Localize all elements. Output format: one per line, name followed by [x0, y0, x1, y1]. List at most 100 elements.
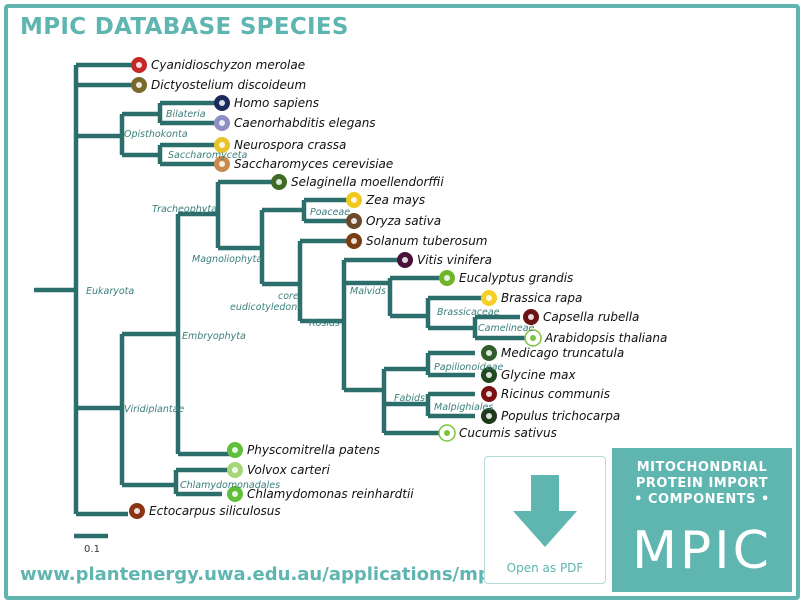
clade-label-brassicaceae: Brassicaceae [437, 307, 500, 318]
brown-alga-icon [129, 503, 145, 519]
mpic-logo-text: MPIC [632, 521, 772, 581]
clade-label-tracheophyta: Tracheophyta [152, 204, 217, 215]
species-volvox-carteri[interactable]: Volvox carteri [227, 462, 330, 478]
species-name: Selaginella moellendorffii [291, 175, 444, 189]
fungus-icon [214, 137, 230, 153]
medicago-icon [481, 345, 497, 361]
species-dictyostelium-discoideum[interactable]: Dictyostelium discoideum [131, 77, 306, 93]
species-name: Physcomitrella patens [247, 443, 380, 457]
clade-label-fabids: Fabids [394, 393, 425, 404]
open-pdf-button[interactable]: Open as PDF [484, 456, 606, 584]
yeast-icon [214, 156, 230, 172]
scale-bar-label: 0.1 [84, 544, 100, 555]
clade-label-embryophyta: Embryophyta [182, 331, 246, 342]
mpic-panel: MITOCHONDRIAL PROTEIN IMPORT • COMPONENT… [612, 448, 792, 592]
species-ectocarpus-siliculosus[interactable]: Ectocarpus siliculosus [129, 503, 281, 519]
species-homo-sapiens[interactable]: Homo sapiens [214, 95, 319, 111]
species-name: Zea mays [365, 193, 425, 207]
arabidopsis-icon [524, 329, 542, 347]
corn-icon [346, 192, 362, 208]
species-name: Chlamydomonas reinhardtii [247, 487, 414, 501]
page-title: MPIC DATABASE SPECIES [20, 14, 349, 40]
species-capsella-rubella[interactable]: Capsella rubella [523, 309, 639, 325]
soybean-icon [481, 367, 497, 383]
clade-label-rosids: Rosids [309, 318, 340, 329]
species-brassica-rapa[interactable]: Brassica rapa [481, 290, 582, 306]
clade-label-core-eudicotyledons-2: eudicotyledons [230, 302, 302, 313]
clade-label-bilateria: Bilateria [166, 109, 206, 120]
panel-line-mitochondrial: MITOCHONDRIAL [636, 460, 768, 475]
scale-bar: 0.1 [74, 533, 108, 555]
species-name: Solanum tuberosum [366, 234, 488, 248]
species-name: Populus trichocarpa [501, 409, 620, 423]
species-name: Vitis vinifera [417, 253, 492, 267]
species-arabidopsis-thaliana[interactable]: Arabidopsis thaliana [524, 329, 667, 347]
species-medicago-truncatula[interactable]: Medicago truncatula [481, 345, 624, 361]
capsella-icon [523, 309, 539, 325]
species-name: Ectocarpus siliculosus [149, 504, 281, 518]
species-name: Medicago truncatula [501, 346, 624, 360]
species-chlamydomonas-reinhardtii[interactable]: Chlamydomonas reinhardtii [227, 486, 414, 502]
species-saccharomyces-cerevisiae[interactable]: Saccharomyces cerevisiae [214, 156, 393, 172]
species-physcomitrella-patens[interactable]: Physcomitrella patens [227, 442, 380, 458]
species-name: Cucumis sativus [459, 426, 557, 440]
species-solanum-tuberosum[interactable]: Solanum tuberosum [346, 233, 488, 249]
species-name: Capsella rubella [543, 310, 639, 324]
clade-label-chlamydomonadales: Chlamydomonadales [180, 480, 280, 491]
clade-label-malpighiales: Malpighiales [434, 402, 493, 413]
red-alga-icon [131, 57, 147, 73]
species-name: Ricinus communis [501, 387, 610, 401]
species-cyanidioschyzon-merolae[interactable]: Cyanidioschyzon merolae [131, 57, 305, 73]
poplar-leaf-icon [481, 408, 497, 424]
species-name: Saccharomyces cerevisiae [234, 157, 393, 171]
brassica-flower-icon [481, 290, 497, 306]
tree-branches [34, 62, 530, 517]
species-zea-mays[interactable]: Zea mays [346, 192, 425, 208]
panel-line-components: • COMPONENTS • [634, 492, 770, 507]
clade-label-viridiplantae: Viridiplantae [124, 404, 184, 415]
species-name: Glycine max [501, 368, 577, 382]
slime-mold-icon [131, 77, 147, 93]
species-eucalyptus-grandis[interactable]: Eucalyptus grandis [439, 270, 573, 286]
species-name: Dictyostelium discoideum [151, 78, 306, 92]
human-icon [214, 95, 230, 111]
species-vitis-vinifera[interactable]: Vitis vinifera [397, 252, 492, 268]
clade-label-saccharomyceta: Saccharomyceta [168, 150, 248, 161]
species-layer: Cyanidioschyzon merolae Dictyostelium dis… [129, 57, 667, 519]
species-caenorhabditis-elegans[interactable]: Caenorhabditis elegans [214, 115, 376, 131]
grape-icon [397, 252, 413, 268]
potato-icon [346, 233, 362, 249]
page-frame [4, 4, 800, 600]
open-pdf-label: Open as PDF [506, 561, 584, 575]
mpic-logo: MPIC [632, 521, 772, 581]
species-name: Caenorhabditis elegans [234, 116, 376, 130]
clade-label-opisthokonta: Opisthokonta [124, 129, 188, 140]
species-name: Arabidopsis thaliana [544, 331, 667, 345]
clade-label-camelineae: Camelineae [478, 323, 535, 334]
species-name: Cyanidioschyzon merolae [151, 58, 305, 72]
species-name: Homo sapiens [234, 96, 319, 110]
clade-label-poaceae: Poaceae [310, 207, 350, 218]
species-ricinus-communis[interactable]: Ricinus communis [481, 386, 610, 402]
species-glycine-max[interactable]: Glycine max [481, 367, 577, 383]
species-neurospora-crassa[interactable]: Neurospora crassa [214, 137, 346, 153]
volvox-icon [227, 462, 243, 478]
panel-line-protein-import: PROTEIN IMPORT [635, 476, 769, 491]
species-populus-trichocarpa[interactable]: Populus trichocarpa [481, 408, 620, 424]
species-cucumis-sativus[interactable]: Cucumis sativus [438, 424, 557, 442]
website-url[interactable]: www.plantenergy.uwa.edu.au/applications/… [20, 564, 508, 585]
species-name: Oryza sativa [366, 214, 441, 228]
species-name: Volvox carteri [247, 463, 330, 477]
clade-label-magnoliophyta: Magnoliophyta [192, 254, 262, 265]
clade-label-core-eudicotyledons-1: core [278, 291, 299, 302]
species-selaginella-moellendorffii[interactable]: Selaginella moellendorffii [271, 174, 444, 190]
species-name: Brassica rapa [501, 291, 582, 305]
species-oryza-sativa[interactable]: Oryza sativa [346, 213, 441, 229]
clade-label-layer: Eukaryota Opisthokonta Bilateria Saccharomy… [86, 109, 535, 491]
rice-icon [346, 213, 362, 229]
moss-icon [227, 442, 243, 458]
chlamydomonas-icon [227, 486, 243, 502]
species-name: Neurospora crassa [234, 138, 346, 152]
clade-label-malvids: Malvids [350, 286, 386, 297]
